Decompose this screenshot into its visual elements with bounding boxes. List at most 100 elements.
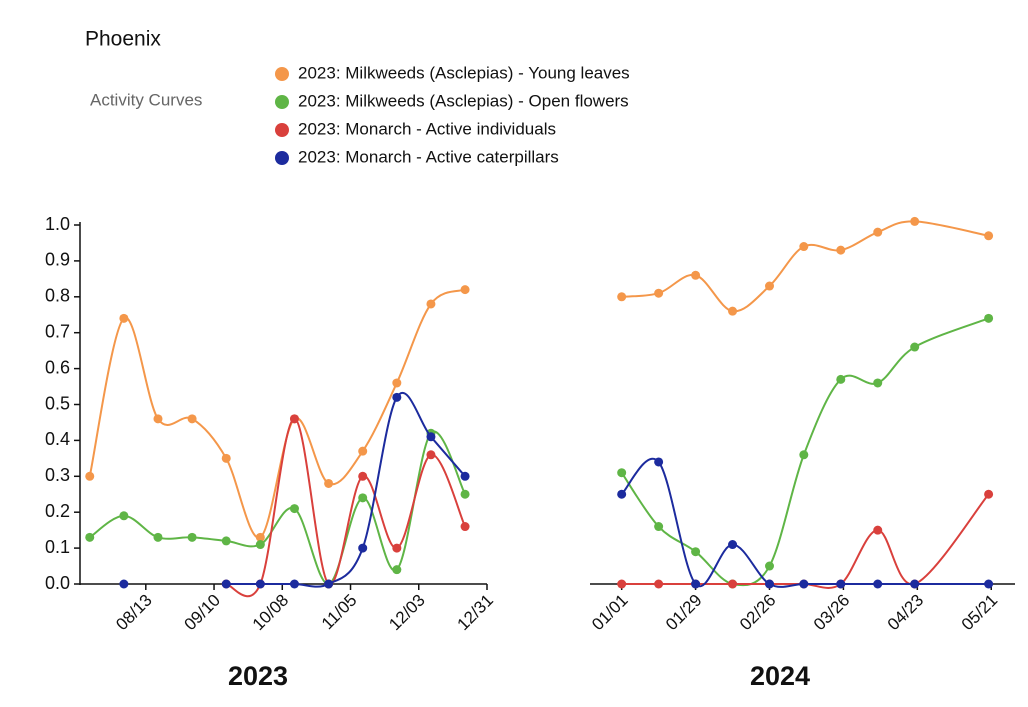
data-point <box>799 450 809 460</box>
data-point <box>358 446 368 456</box>
legend-marker <box>275 67 289 81</box>
x-tick-label: 03/26 <box>810 591 854 635</box>
data-point <box>984 231 994 241</box>
data-point <box>85 532 95 542</box>
data-point <box>910 216 920 226</box>
data-point <box>836 579 846 589</box>
panel-label: 2024 <box>750 661 810 691</box>
data-point <box>426 450 436 460</box>
data-point <box>728 579 738 589</box>
x-tick-label: 05/21 <box>958 591 1002 635</box>
data-point <box>617 579 627 589</box>
y-tick-label: 0.2 <box>45 501 70 521</box>
data-point <box>460 489 470 499</box>
data-point <box>654 579 664 589</box>
legend-label: 2023: Milkweeds (Asclepias) - Open flowe… <box>298 91 629 110</box>
data-point <box>324 478 334 488</box>
x-tick-label: 04/23 <box>884 591 928 635</box>
data-point <box>460 522 470 532</box>
data-point <box>119 579 129 589</box>
panel-label: 2023 <box>228 661 288 691</box>
data-point <box>358 471 368 481</box>
y-tick-label: 0.6 <box>45 357 70 377</box>
legend-label: 2023: Milkweeds (Asclepias) - Young leav… <box>298 63 630 82</box>
x-tick-label: 08/13 <box>112 591 156 635</box>
data-point <box>617 468 627 478</box>
data-point <box>119 313 129 323</box>
legend-marker <box>275 151 289 165</box>
series-line <box>620 317 989 587</box>
data-point <box>765 281 775 291</box>
data-point <box>691 270 701 280</box>
data-point <box>765 561 775 571</box>
data-point <box>910 579 920 589</box>
data-point <box>654 522 664 532</box>
legend-label: 2023: Monarch - Active individuals <box>298 119 556 138</box>
data-point <box>984 489 994 499</box>
data-point <box>153 414 163 424</box>
data-point <box>836 245 846 255</box>
y-tick-label: 0.9 <box>45 250 70 270</box>
legend-label: 2023: Monarch - Active caterpillars <box>298 147 559 166</box>
data-point <box>873 525 883 535</box>
x-tick-label: 09/10 <box>181 591 225 635</box>
data-point <box>153 532 163 542</box>
y-tick-label: 0.4 <box>45 429 70 449</box>
data-point <box>358 493 368 503</box>
data-point <box>221 579 231 589</box>
x-tick-label: 12/03 <box>385 591 429 635</box>
data-point <box>654 457 664 467</box>
y-tick-label: 1.0 <box>45 214 70 234</box>
data-point <box>392 378 402 388</box>
data-point <box>85 471 95 481</box>
data-point <box>728 540 738 550</box>
data-point <box>119 511 129 521</box>
page-title: Phoenix <box>85 28 161 51</box>
data-point <box>187 532 197 542</box>
data-point <box>289 504 299 514</box>
data-point <box>392 392 402 402</box>
legend-marker <box>275 95 289 109</box>
y-tick-label: 0.7 <box>45 321 70 341</box>
series-line <box>89 430 466 585</box>
data-point <box>324 579 334 589</box>
data-point <box>255 579 265 589</box>
x-tick-label: 01/29 <box>662 591 706 635</box>
x-tick-label: 11/05 <box>318 591 361 634</box>
data-point <box>691 579 701 589</box>
x-tick-label: 01/01 <box>588 591 632 635</box>
series-line <box>88 288 466 539</box>
y-tick-label: 0.0 <box>45 573 70 593</box>
x-tick-label: 02/26 <box>736 591 780 635</box>
y-tick-label: 0.1 <box>45 537 70 557</box>
data-point <box>765 579 775 589</box>
data-point <box>221 453 231 463</box>
legend-marker <box>275 123 289 137</box>
y-tick-label: 0.3 <box>45 465 70 485</box>
y-tick-label: 0.5 <box>45 393 70 413</box>
data-point <box>617 292 627 302</box>
data-point <box>984 579 994 589</box>
data-point <box>289 579 299 589</box>
data-point <box>799 579 809 589</box>
data-point <box>836 374 846 384</box>
data-point <box>392 565 402 575</box>
data-point <box>255 540 265 550</box>
data-point <box>728 306 738 316</box>
legend-title: Activity Curves <box>90 90 202 109</box>
data-point <box>460 285 470 295</box>
data-point <box>910 342 920 352</box>
data-point <box>221 536 231 546</box>
y-tick-label: 0.8 <box>45 286 70 306</box>
data-point <box>691 547 701 557</box>
data-point <box>617 489 627 499</box>
data-point <box>289 414 299 424</box>
series-line <box>225 417 466 598</box>
series-line <box>226 392 466 588</box>
series-line <box>621 220 989 313</box>
data-point <box>873 227 883 237</box>
data-point <box>187 414 197 424</box>
data-point <box>984 313 994 323</box>
